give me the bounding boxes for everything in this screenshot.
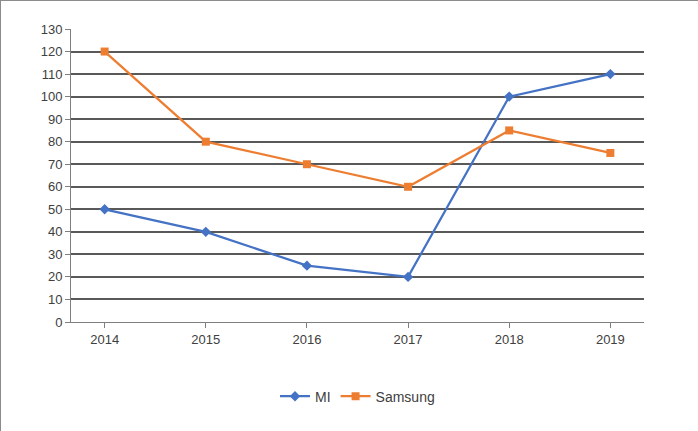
svg-text:2015: 2015 xyxy=(191,332,220,347)
svg-text:2014: 2014 xyxy=(90,332,119,347)
svg-text:80: 80 xyxy=(48,134,62,149)
svg-text:30: 30 xyxy=(48,247,62,262)
svg-text:120: 120 xyxy=(41,44,63,59)
svg-text:0: 0 xyxy=(55,315,62,330)
svg-text:50: 50 xyxy=(48,202,62,217)
svg-text:70: 70 xyxy=(48,157,62,172)
svg-text:2019: 2019 xyxy=(596,332,625,347)
svg-text:130: 130 xyxy=(41,22,63,37)
svg-text:60: 60 xyxy=(48,179,62,194)
svg-text:2018: 2018 xyxy=(495,332,524,347)
svg-text:Samsung: Samsung xyxy=(376,389,435,405)
svg-text:2016: 2016 xyxy=(292,332,321,347)
svg-text:90: 90 xyxy=(48,112,62,127)
svg-text:110: 110 xyxy=(42,67,63,82)
svg-text:10: 10 xyxy=(48,292,62,307)
svg-text:100: 100 xyxy=(41,89,63,104)
svg-text:20: 20 xyxy=(48,269,62,284)
svg-text:MI: MI xyxy=(315,389,331,405)
svg-text:40: 40 xyxy=(48,224,62,239)
svg-text:2017: 2017 xyxy=(394,332,423,347)
